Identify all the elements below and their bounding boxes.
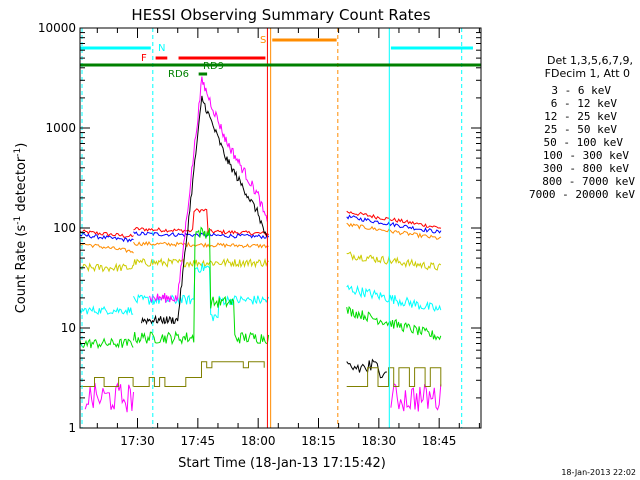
series-25-50-c xyxy=(346,284,442,313)
x-axis-label: Start Time (18-Jan-13 17:15:42) xyxy=(178,456,386,471)
series-12-25-b xyxy=(133,226,270,346)
series-800-7000-a xyxy=(79,242,134,254)
axes: 1 10 100 1000 10000 17:30 17:45 18:00 18:15 18:30… xyxy=(38,21,481,448)
series-300-800-c xyxy=(346,214,442,234)
series-7000-20000-b xyxy=(133,361,265,387)
series-3-6-late xyxy=(346,358,387,379)
flag-label-rd9: RD9 xyxy=(203,61,224,72)
series-50-100-b xyxy=(133,257,269,269)
x-tick-label-18:00: 18:00 xyxy=(241,434,276,448)
legend-entry-3-6: 3 - 6 keV xyxy=(551,84,611,97)
legend-entry-25-50: 25 - 50 keV xyxy=(544,123,617,136)
series-12-25-c xyxy=(346,305,442,341)
series-100-300-a xyxy=(79,229,134,238)
series-300-800-b xyxy=(133,231,270,240)
series-25-50-a xyxy=(79,305,134,316)
series-50-100-a xyxy=(79,262,134,273)
series-800-7000-b xyxy=(133,240,269,249)
legend-header-1: Det 1,3,5,6,7,9, xyxy=(547,54,633,67)
series-300-800-a xyxy=(79,233,134,243)
legend-entry-300-800: 300 - 800 keV xyxy=(543,162,629,175)
x-tick-label-18:15: 18:15 xyxy=(301,434,336,448)
series-7000-20000-c xyxy=(346,367,442,387)
x-tick-label-17:30: 17:30 xyxy=(120,434,155,448)
legend-entry-7000-20000: 7000 - 20000 keV xyxy=(529,188,635,201)
series-12-25-a xyxy=(79,337,134,350)
y-axis-label: Count Rate (s-1 detector-1) xyxy=(13,143,29,314)
series-3-6-flare xyxy=(141,95,268,326)
plot-area: NF S RD9 RD6 xyxy=(79,28,481,428)
y-tick-label-1000: 1000 xyxy=(45,121,76,135)
flag-label-rd6: RD6 xyxy=(168,69,189,80)
series-800-7000-c xyxy=(346,222,442,240)
series-25-50-b xyxy=(133,263,270,322)
legend-entry-800-7000: 800 - 7000 keV xyxy=(542,175,635,188)
legend: Det 1,3,5,6,7,9, FDecim 1, Att 0 3 - 6 k… xyxy=(529,54,635,201)
series-6-12-flare xyxy=(149,76,268,304)
y-tick-label-1: 1 xyxy=(68,421,76,435)
flag-label-n: N xyxy=(158,43,165,54)
flag-label-f: F xyxy=(141,53,147,64)
footer-date: 18-Jan-2013 22:02 xyxy=(561,468,636,477)
series-6-12-early xyxy=(84,382,134,413)
legend-entry-6-12: 6 - 12 keV xyxy=(551,97,618,110)
legend-entry-50-100: 50 - 100 keV xyxy=(544,136,624,149)
flag-label-s: S xyxy=(260,35,266,46)
legend-entry-12-25: 12 - 25 keV xyxy=(544,110,617,123)
legend-entry-100-300: 100 - 300 keV xyxy=(543,149,629,162)
y-tick-label-10000: 10000 xyxy=(38,21,76,35)
series-100-300-b xyxy=(133,208,269,236)
x-tick-label-17:45: 17:45 xyxy=(181,434,216,448)
series-7000-20000-a xyxy=(80,377,134,387)
chart-title: HESSI Observing Summary Count Rates xyxy=(131,6,430,24)
x-tick-label-18:30: 18:30 xyxy=(362,434,397,448)
y-tick-label-10: 10 xyxy=(61,321,76,335)
x-tick-label-18:45: 18:45 xyxy=(422,434,457,448)
series-100-300-c xyxy=(346,210,442,229)
series-50-100-c xyxy=(346,251,442,271)
legend-header-2: FDecim 1, Att 0 xyxy=(545,67,630,80)
y-tick-label-100: 100 xyxy=(53,221,76,235)
series-6-12-late xyxy=(390,382,442,412)
